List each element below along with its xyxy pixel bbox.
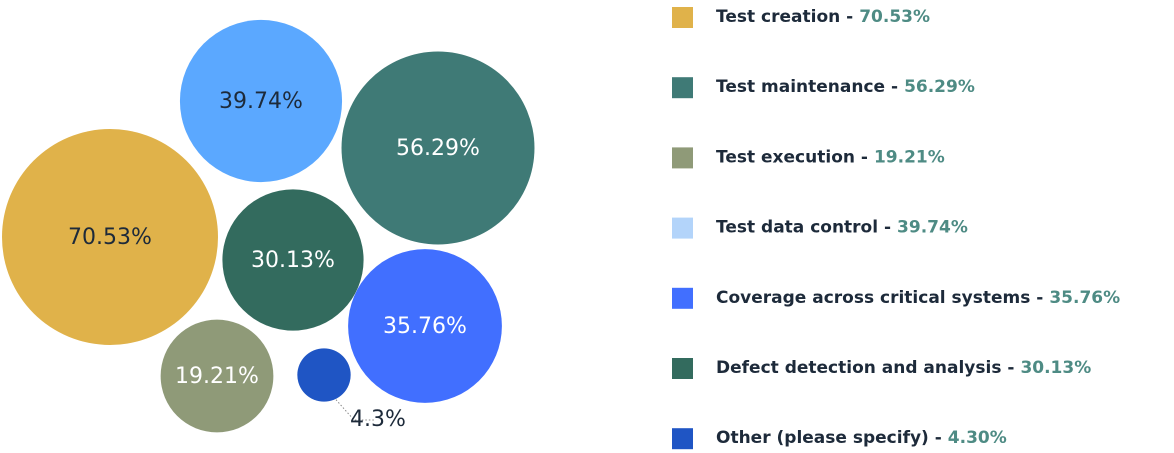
legend-label: Defect detection and analysis - (716, 358, 1014, 378)
bubble-label: 56.29% (396, 136, 480, 161)
legend-value: 70.53% (859, 7, 930, 27)
legend-entry: Test creation - 70.53% (716, 7, 930, 27)
legend-entry: Defect detection and analysis - 30.13% (716, 358, 1091, 378)
legend-swatch (672, 147, 693, 169)
legend-label: Test execution - (716, 147, 868, 167)
legend-entry: Test maintenance - 56.29% (716, 77, 975, 97)
bubble (348, 249, 502, 403)
legend-label: Test creation - (716, 7, 853, 27)
legend-label: Other (please specify) - (716, 428, 942, 448)
bubble-label: 70.53% (68, 225, 152, 250)
bubble-label: 39.74% (219, 89, 303, 114)
legend-value: 35.76% (1049, 288, 1120, 308)
bubble (2, 129, 218, 345)
bubble-label: 4.3% (350, 407, 406, 432)
bubble-label: 35.76% (383, 314, 467, 339)
legend-value: 19.21% (874, 147, 945, 167)
legend-entry: Coverage across critical systems - 35.76% (716, 288, 1120, 308)
legend-swatch (672, 77, 693, 99)
bubble (297, 348, 351, 402)
bubble-label: 19.21% (175, 364, 259, 389)
legend-swatch (672, 287, 693, 309)
legend-entry: Test execution - 19.21% (716, 147, 945, 167)
bubble (222, 189, 364, 331)
bubble-label: 30.13% (251, 248, 335, 273)
legend-label: Coverage across critical systems - (716, 288, 1043, 308)
legend-swatch (672, 358, 693, 379)
bubble (160, 319, 274, 433)
legend-label: Test maintenance - (716, 77, 898, 97)
legend-label: Test data control - (716, 218, 891, 238)
legend-swatch (672, 428, 693, 450)
legend-entry: Test data control - 39.74% (716, 218, 968, 238)
legend-value: 30.13% (1020, 358, 1091, 378)
legend-swatch (672, 217, 693, 239)
bubble (341, 51, 535, 245)
legend-swatch (672, 7, 693, 28)
legend-value: 39.74% (897, 218, 968, 238)
legend-entry: Other (please specify) - 4.30% (716, 428, 1007, 448)
bubble (179, 19, 343, 183)
legend-value: 4.30% (948, 428, 1007, 448)
legend-value: 56.29% (904, 77, 975, 97)
